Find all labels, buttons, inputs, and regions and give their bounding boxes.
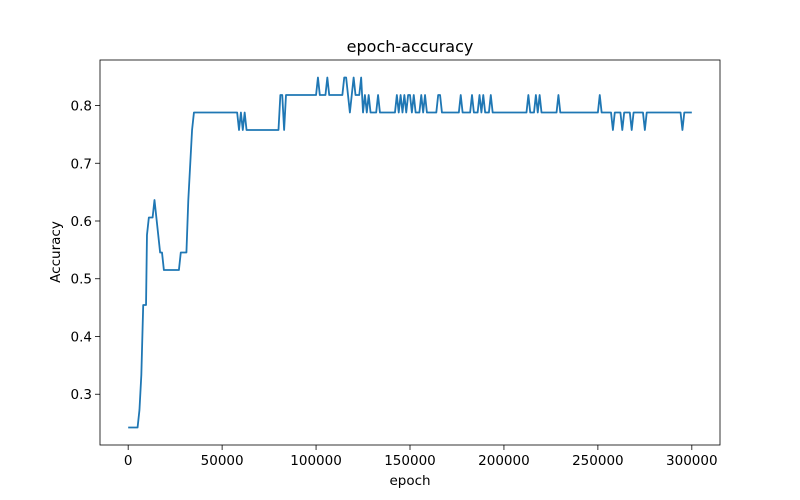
data-line (128, 76, 692, 429)
axes-frame (99, 59, 721, 446)
chart-title: epoch-accuracy (347, 37, 474, 56)
y-tick-label: 0.6 (71, 214, 92, 230)
y-tick-label: 0.8 (71, 99, 92, 115)
x-tick-label: 200000 (478, 453, 530, 469)
x-tick-label: 150000 (384, 453, 436, 469)
y-tick-label: 0.3 (71, 387, 92, 403)
x-tick-label: 50000 (201, 453, 244, 469)
x-tick-label: 0 (124, 453, 133, 469)
x-tick-label: 100000 (290, 453, 342, 469)
y-tick-label: 0.5 (71, 272, 92, 288)
x-axis-label: epoch (389, 473, 430, 489)
x-tick-label: 250000 (572, 453, 624, 469)
y-tick-label: 0.7 (71, 156, 92, 172)
y-axis-label: Accuracy (48, 221, 64, 283)
y-tick-label: 0.4 (71, 329, 92, 345)
x-tick-label: 300000 (666, 453, 718, 469)
